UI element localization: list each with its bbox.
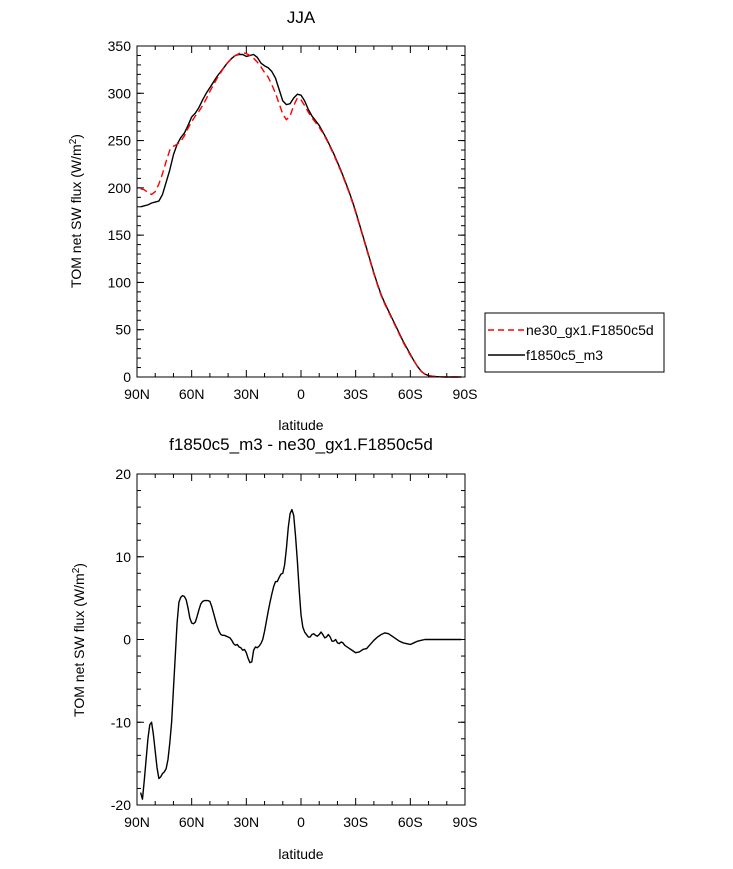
top-ytick-label: 200 bbox=[108, 180, 132, 196]
bottom-xtick-label: 60N bbox=[179, 814, 205, 830]
legend-box bbox=[484, 312, 665, 373]
bottom-xtick-label: 30S bbox=[343, 814, 368, 830]
top-ytick-label: 150 bbox=[108, 227, 132, 243]
top-ytick-label: 300 bbox=[108, 85, 132, 101]
top-ytick-label: 50 bbox=[115, 322, 131, 338]
top-xtick-label: 30N bbox=[233, 386, 259, 402]
bottom-chart-title: f1850c5_m3 - ne30_gx1.F1850c5d bbox=[169, 435, 433, 454]
bottom-chart-panel: f1850c5_m3 - ne30_gx1.F1850c5d 90N 60N 30N… bbox=[71, 435, 477, 862]
top-xtick-label: 90S bbox=[453, 386, 478, 402]
top-chart-x-ticks: 90N 60N 30N 0 30S 60S 90S bbox=[124, 46, 477, 402]
bottom-series-f1850c5-m3-ne30-gx1-f1850c5d bbox=[139, 508, 462, 800]
bottom-xtick-label: 30N bbox=[233, 814, 259, 830]
top-ytick-label: 0 bbox=[123, 369, 131, 385]
top-chart-series bbox=[140, 51, 462, 378]
bottom-ytick-label: 0 bbox=[123, 632, 131, 648]
top-chart-title: JJA bbox=[287, 8, 316, 27]
top-xtick-label: 60N bbox=[179, 386, 205, 402]
bottom-ytick-label: 10 bbox=[115, 549, 131, 565]
bottom-ytick-label: 20 bbox=[115, 466, 131, 482]
bottom-xtick-label: 90S bbox=[453, 814, 478, 830]
legend: ne30_gx1.F1850c5d f1850c5_m3 bbox=[484, 312, 665, 373]
bottom-ytick-label: -20 bbox=[111, 797, 131, 813]
bottom-chart-frame bbox=[136, 473, 466, 806]
top-xtick-label: 90N bbox=[124, 386, 150, 402]
legend-entry-f1850: f1850c5_m3 bbox=[526, 347, 603, 363]
bottom-xtick-label: 60S bbox=[398, 814, 423, 830]
top-xtick-label: 0 bbox=[297, 386, 305, 402]
top-chart-ylabel: TOM net SW flux (W/m2) bbox=[68, 134, 84, 288]
bottom-chart-y-ticks: -20 -10 0 10 20 bbox=[111, 466, 465, 813]
bottom-chart-ylabel: TOM net SW flux (W/m2) bbox=[71, 563, 87, 717]
bottom-chart-series bbox=[139, 508, 462, 800]
top-series-ne30-gx1-f1850c5d bbox=[140, 51, 462, 378]
bottom-xtick-label: 0 bbox=[297, 814, 305, 830]
top-xtick-label: 30S bbox=[343, 386, 368, 402]
top-chart-panel: JJA 90N 60N 30N 0 30S 60S 90S 0 50 100 150 200 250 3… bbox=[68, 8, 665, 433]
top-chart-xlabel: latitude bbox=[278, 417, 323, 433]
bottom-ytick-label: -10 bbox=[111, 714, 131, 730]
bottom-chart-xlabel: latitude bbox=[278, 846, 323, 862]
bottom-chart-x-ticks: 90N 60N 30N 0 30S 60S 90S bbox=[124, 474, 477, 830]
top-ytick-label: 100 bbox=[108, 274, 132, 290]
top-ytick-label: 350 bbox=[108, 38, 132, 54]
top-ytick-label: 250 bbox=[108, 133, 132, 149]
top-series-f1850c5-m3 bbox=[140, 53, 462, 378]
legend-entry-ne30: ne30_gx1.F1850c5d bbox=[526, 322, 654, 338]
bottom-xtick-label: 90N bbox=[124, 814, 150, 830]
top-chart-y-ticks: 0 50 100 150 200 250 300 350 bbox=[108, 38, 465, 385]
top-xtick-label: 60S bbox=[398, 386, 423, 402]
